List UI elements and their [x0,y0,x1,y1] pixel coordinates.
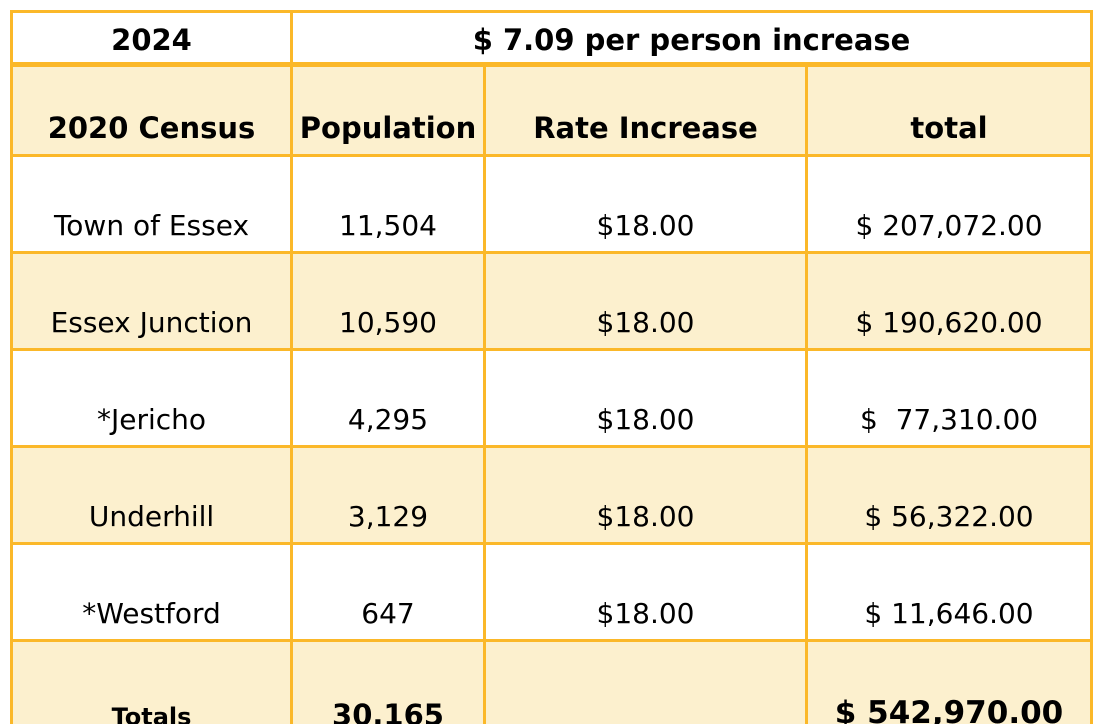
row-rate-cell: $18.00 [483,154,808,254]
year-cell: 2024 [10,10,293,67]
table-row-underhill: Underhill 3,129 $18.00 $ 56,322.00 [10,445,1094,545]
column-header-row: 2020 Census Population Rate Increase tot… [10,63,1094,157]
municipality-label: Essex Junction [50,305,253,339]
row-population-cell: 647 [290,542,486,642]
row-total-cell: $ 77,310.00 [804,348,1094,448]
totals-population-value: 30,165 [332,697,444,724]
total-value: $ 190,620.00 [855,305,1043,339]
row-rate-cell: $18.00 [483,445,808,545]
table-row-jericho: *Jericho 4,295 $18.00 $ 77,310.00 [10,348,1094,448]
total-value: $ 56,322.00 [864,499,1034,533]
row-total-cell: $ 190,620.00 [804,251,1094,351]
municipality-label: Town of Essex [53,208,250,242]
totals-label-cell: Totals [10,639,293,724]
col-header-rate-label: Rate Increase [533,110,758,145]
total-value: $ 77,310.00 [859,402,1039,436]
table-row-town-of-essex: Town of Essex 11,504 $18.00 $ 207,072.00 [10,154,1094,254]
population-value: 647 [361,596,415,630]
row-name-cell: Essex Junction [10,251,293,351]
rate-value: $18.00 [596,402,695,436]
rate-value: $18.00 [596,208,695,242]
year-label: 2024 [111,22,192,57]
row-total-cell: $ 207,072.00 [804,154,1094,254]
population-value: 11,504 [339,208,437,242]
municipality-label: Underhill [88,499,215,533]
row-name-cell: *Westford [10,542,293,642]
row-rate-cell: $18.00 [483,348,808,448]
population-rate-table-wrap: 2024 $ 7.09 per person increase 2020 Cen… [10,10,1094,724]
row-population-cell: 4,295 [290,348,486,448]
total-value: $ 207,072.00 [855,208,1043,242]
municipality-label: *Westford [82,596,221,630]
table-row-westford: *Westford 647 $18.00 $ 11,646.00 [10,542,1094,642]
population-value: 3,129 [347,499,429,533]
totals-population-cell: 30,165 [290,639,486,724]
grand-total-cell: $ 542,970.00 [804,639,1094,724]
rate-note-label: $ 7.09 per person increase [472,22,911,57]
row-name-cell: Underhill [10,445,293,545]
row-rate-cell: $18.00 [483,542,808,642]
row-population-cell: 10,590 [290,251,486,351]
row-name-cell: *Jericho [10,348,293,448]
col-header-total: total [804,63,1094,157]
row-population-cell: 3,129 [290,445,486,545]
col-header-total-label: total [910,110,988,145]
col-header-census: 2020 Census [10,63,293,157]
population-value: 10,590 [339,305,437,339]
col-header-census-label: 2020 Census [47,110,256,145]
col-header-population-label: Population [299,110,477,145]
population-rate-table: 2024 $ 7.09 per person increase 2020 Cen… [10,10,1094,724]
col-header-rate: Rate Increase [483,63,808,157]
totals-row: Totals 30,165 $ 542,970.00 [10,639,1094,724]
totals-rate-cell [483,639,808,724]
col-header-population: Population [290,63,486,157]
grand-total-value: $ 542,970.00 [834,695,1064,724]
row-population-cell: 11,504 [290,154,486,254]
rate-value: $18.00 [596,499,695,533]
rate-note-cell: $ 7.09 per person increase [289,10,1094,67]
row-total-cell: $ 56,322.00 [804,445,1094,545]
totals-label: Totals [111,703,192,724]
row-total-cell: $ 11,646.00 [804,542,1094,642]
rate-value: $18.00 [596,305,695,339]
municipality-label: *Jericho [96,402,207,436]
rate-value: $18.00 [596,596,695,630]
row-rate-cell: $18.00 [483,251,808,351]
row-name-cell: Town of Essex [10,154,293,254]
table-row-essex-junction: Essex Junction 10,590 $18.00 $ 190,620.0… [10,251,1094,351]
title-row: 2024 $ 7.09 per person increase [10,10,1094,67]
total-value: $ 11,646.00 [864,596,1034,630]
population-value: 4,295 [347,402,429,436]
